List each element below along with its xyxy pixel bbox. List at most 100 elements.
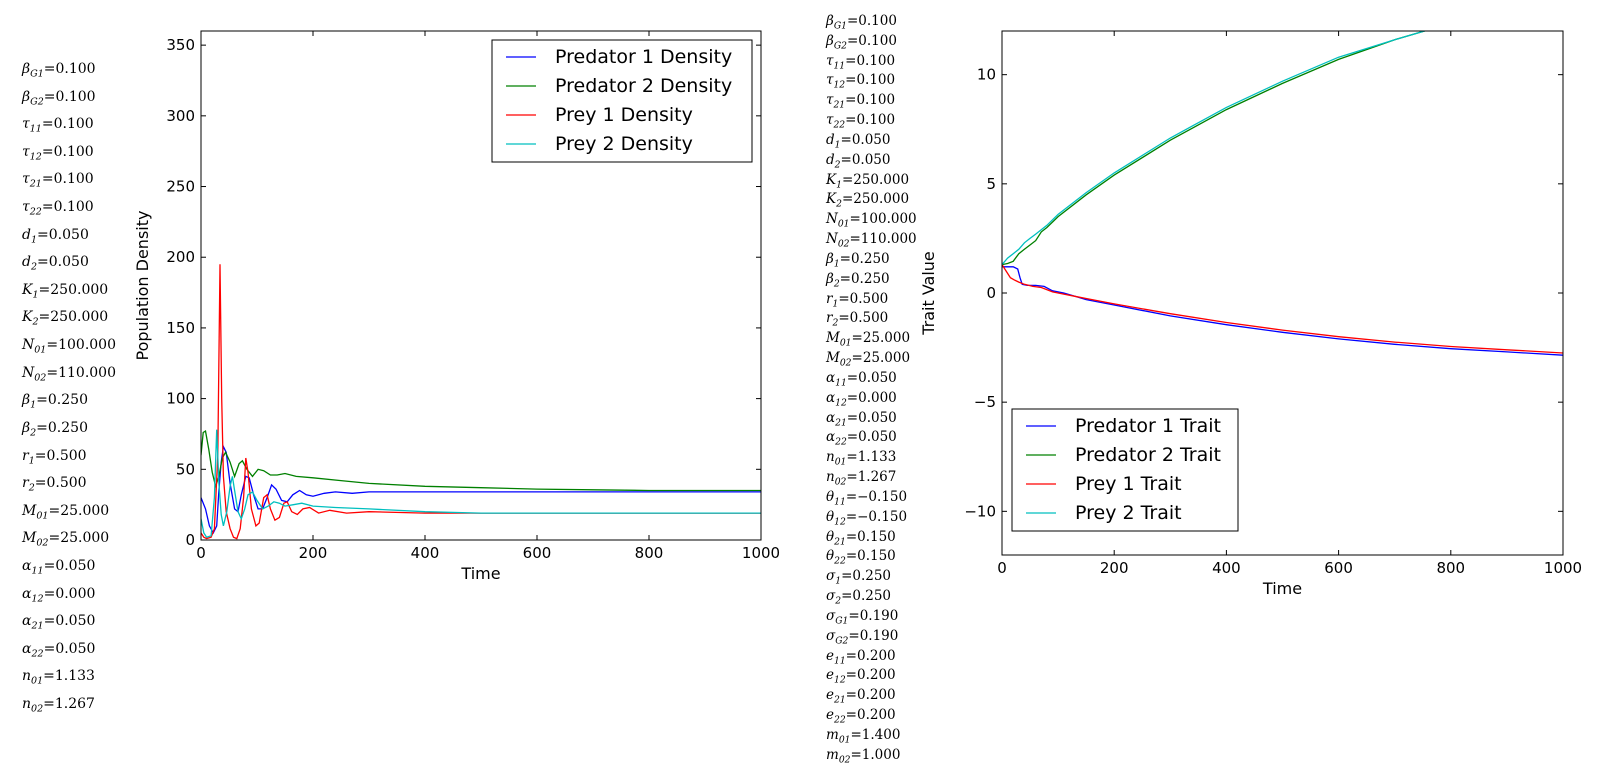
parameter-value: 0.250 <box>850 250 890 267</box>
parameter-subscript: G2 <box>30 96 44 108</box>
parameter-symbol: α <box>22 557 32 574</box>
parameter-item: r1=0.500 <box>826 290 917 312</box>
y-tick-label: 100 <box>166 390 195 408</box>
parameter-item: M01=25.000 <box>826 331 917 351</box>
parameter-item: τ12=0.100 <box>826 73 917 93</box>
equals-sign: = <box>845 92 857 109</box>
x-tick-label: 200 <box>299 544 328 562</box>
parameter-subscript: 22 <box>833 119 846 131</box>
parameter-symbol: α <box>22 640 32 657</box>
parameter-subscript: 12 <box>31 593 44 605</box>
equals-sign: = <box>46 337 59 354</box>
parameter-symbol: β <box>22 419 31 436</box>
parameter-value: 25.000 <box>862 330 911 347</box>
parameter-subscript: 11 <box>833 60 846 72</box>
parameter-subscript: G2 <box>835 635 849 647</box>
series-line-prey-1-density <box>201 264 761 540</box>
parameter-item: N02=110.000 <box>826 231 917 252</box>
parameter-item: α11=0.050 <box>826 369 917 391</box>
equals-sign: = <box>43 61 56 77</box>
parameter-symbol: K <box>826 191 837 208</box>
parameter-subscript: 22 <box>834 555 846 567</box>
parameter-value: 0.250 <box>47 419 88 436</box>
parameter-subscript: 2 <box>32 317 39 329</box>
parameter-value: 0.050 <box>55 557 96 574</box>
parameter-value: 0.200 <box>856 647 896 664</box>
parameter-symbol: r <box>22 447 29 464</box>
parameter-subscript: 22 <box>29 206 42 218</box>
parameter-symbol: N <box>22 364 35 381</box>
parameter-value: 0.000 <box>55 585 96 602</box>
parameter-subscript: 1 <box>832 298 839 310</box>
parameter-item: τ21=0.100 <box>826 93 917 113</box>
parameter-subscript: 22 <box>834 714 846 726</box>
equals-sign: = <box>43 696 55 713</box>
parameter-symbol: α <box>22 613 32 630</box>
parameter-value: 0.100 <box>856 92 896 109</box>
parameter-subscript: 01 <box>31 676 44 688</box>
parameter-subscript: 2 <box>28 482 35 494</box>
parameter-subscript: 12 <box>29 151 42 163</box>
parameter-subscript: G2 <box>833 40 847 52</box>
equals-sign: = <box>848 607 860 624</box>
parameter-symbol: σ <box>826 568 836 585</box>
parameter-subscript: 1 <box>30 234 38 246</box>
x-tick-label: 600 <box>1324 559 1353 577</box>
x-tick-label: 600 <box>523 544 552 562</box>
parameter-value: 0.200 <box>856 667 896 684</box>
x-tick-label: 800 <box>635 544 664 562</box>
parameter-subscript: 21 <box>834 694 846 706</box>
parameter-item: σG2=0.190 <box>826 627 917 649</box>
series-line-predator-2-density <box>201 430 761 492</box>
equals-sign: = <box>41 199 54 216</box>
parameter-value: 100.000 <box>58 337 116 354</box>
equals-sign: = <box>841 568 853 585</box>
y-tick-label: 250 <box>166 178 195 196</box>
parameter-subscript: G1 <box>30 68 44 80</box>
parameter-value: 0.500 <box>849 290 889 307</box>
equals-sign: = <box>43 585 56 602</box>
parameter-subscript: 1 <box>836 179 842 191</box>
parameter-symbol: τ <box>826 52 834 69</box>
y-tick-label: −5 <box>974 393 996 411</box>
equals-sign: = <box>846 449 858 466</box>
parameter-symbol: m <box>826 746 839 763</box>
equals-sign: = <box>841 171 854 188</box>
parameter-symbol: β <box>22 88 31 105</box>
parameter-symbol: τ <box>22 199 30 216</box>
equals-sign: = <box>845 548 858 565</box>
parameter-item: α21=0.050 <box>22 610 116 638</box>
y-tick-label: 300 <box>166 107 195 125</box>
parameter-subscript: G1 <box>835 615 849 627</box>
parameter-value: 0.500 <box>46 447 87 464</box>
parameter-subscript: 12 <box>833 79 846 91</box>
parameter-value: 0.100 <box>858 13 897 29</box>
parameter-item: K1=250.000 <box>22 279 116 307</box>
y-tick-label: 350 <box>166 36 195 54</box>
equals-sign: = <box>845 706 857 723</box>
parameter-value: 1.267 <box>54 696 95 713</box>
parameter-subscript: 1 <box>833 258 840 270</box>
parameter-subscript: 12 <box>834 674 846 686</box>
parameter-value: 0.250 <box>852 568 892 585</box>
parameter-item: τ21=0.100 <box>22 168 116 196</box>
parameter-subscript: 2 <box>834 159 841 171</box>
parameter-subscript: G1 <box>833 20 847 32</box>
parameter-symbol: d <box>22 226 31 243</box>
parameter-value: 100.000 <box>860 211 917 228</box>
parameter-symbol: e <box>826 667 834 684</box>
parameter-item: n01=1.133 <box>22 665 116 693</box>
legend-label: Predator 1 Density <box>555 46 732 68</box>
equals-sign: = <box>848 627 860 644</box>
parameter-subscript: 01 <box>839 337 852 349</box>
parameter-item: r1=0.500 <box>22 445 116 473</box>
x-axis-label: Time <box>1262 579 1302 598</box>
parameter-symbol: α <box>826 369 836 386</box>
x-tick-label: 200 <box>1100 559 1129 577</box>
x-axis-label: Time <box>460 564 500 583</box>
parameter-value: 0.050 <box>55 640 96 657</box>
parameter-value: 0.050 <box>48 254 89 271</box>
parameter-symbol: α <box>826 389 836 406</box>
parameter-symbol: τ <box>22 143 30 160</box>
parameter-subscript: 11 <box>834 654 846 666</box>
